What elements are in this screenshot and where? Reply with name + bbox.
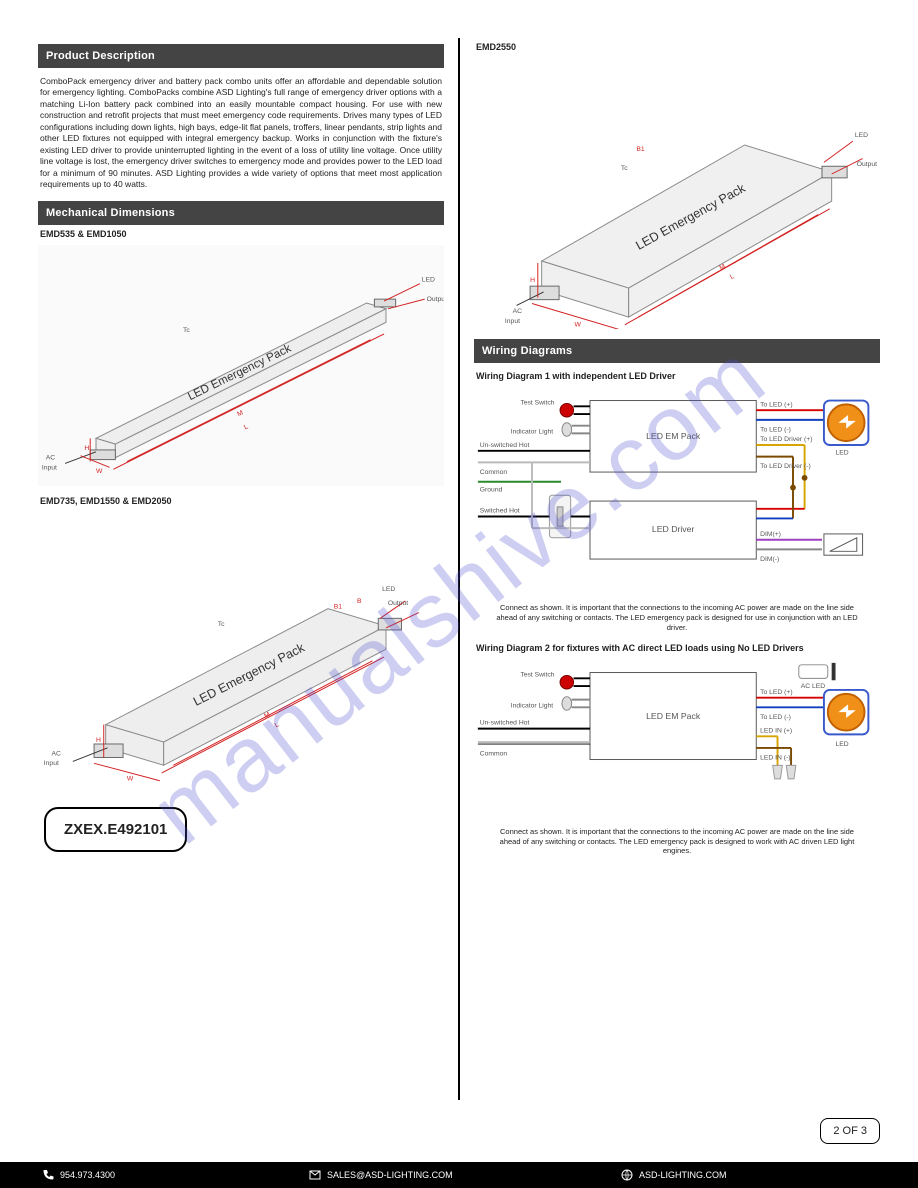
svg-text:W: W bbox=[575, 322, 582, 329]
footer-phone: 954.973.4300 bbox=[60, 1170, 115, 1180]
svg-text:LED: LED bbox=[382, 587, 395, 594]
section-bar-description: Product Description bbox=[38, 44, 444, 68]
svg-text:LED: LED bbox=[422, 276, 435, 283]
svg-text:H: H bbox=[84, 445, 89, 452]
svg-text:Output: Output bbox=[857, 161, 877, 168]
svg-text:Test Switch: Test Switch bbox=[520, 671, 554, 678]
svg-text:Input: Input bbox=[42, 464, 57, 471]
svg-text:Tc: Tc bbox=[218, 621, 225, 628]
svg-text:Output: Output bbox=[427, 296, 444, 303]
footer-bar: 954.973.4300 SALES@ASD-LIGHTING.COM ASD-… bbox=[0, 1162, 918, 1188]
left-column: Product Description ComboPack emergency … bbox=[38, 38, 460, 1100]
svg-text:H: H bbox=[530, 277, 535, 284]
wd1-title: Wiring Diagram 1 with independent LED Dr… bbox=[476, 371, 880, 381]
dim3-title: EMD2550 bbox=[476, 42, 880, 52]
svg-text:Switched Hot: Switched Hot bbox=[480, 507, 520, 514]
svg-text:To LED Driver (-): To LED Driver (-) bbox=[760, 463, 811, 470]
dim3-diagram: LED Emergency Pack LED Output ACInput Tc… bbox=[474, 58, 880, 329]
dim1-title: EMD535 & EMD1050 bbox=[40, 229, 444, 239]
svg-text:LED Driver: LED Driver bbox=[652, 524, 695, 534]
svg-text:LED: LED bbox=[836, 741, 849, 748]
footer-web: ASD-LIGHTING.COM bbox=[639, 1170, 727, 1180]
svg-text:DIM(+): DIM(+) bbox=[760, 531, 781, 538]
footer-email: SALES@ASD-LIGHTING.COM bbox=[327, 1170, 453, 1180]
dim2-title: EMD735, EMD1550 & EMD2050 bbox=[40, 496, 444, 506]
globe-icon bbox=[621, 1169, 633, 1181]
svg-text:Un-switched Hot: Un-switched Hot bbox=[480, 719, 530, 726]
mail-icon bbox=[309, 1169, 321, 1181]
dim2-diagram: LED Emergency Pack LED Output ACInput Tc… bbox=[38, 512, 444, 783]
svg-text:To LED (+): To LED (+) bbox=[760, 401, 792, 408]
svg-text:B1: B1 bbox=[636, 146, 645, 153]
svg-text:Ground: Ground bbox=[480, 486, 503, 493]
svg-text:To LED (-): To LED (-) bbox=[760, 426, 791, 433]
svg-text:Tc: Tc bbox=[621, 165, 628, 172]
svg-text:LED IN (-): LED IN (-) bbox=[760, 754, 790, 761]
svg-text:Indicator Light: Indicator Light bbox=[511, 428, 554, 435]
svg-text:Tc: Tc bbox=[183, 327, 190, 334]
svg-text:LED EM Pack: LED EM Pack bbox=[646, 431, 701, 441]
svg-text:W: W bbox=[127, 776, 134, 783]
svg-text:H: H bbox=[96, 737, 101, 744]
wd1-diagram: LED EM Pack LED Driver Test Switch Indic… bbox=[474, 387, 880, 633]
svg-text:AC: AC bbox=[52, 751, 62, 758]
description-paragraph: ComboPack emergency driver and battery p… bbox=[40, 76, 442, 191]
wd1-caption: Connect as shown. It is important that t… bbox=[490, 603, 864, 632]
svg-text:W: W bbox=[96, 468, 103, 475]
svg-text:AC LED: AC LED bbox=[801, 683, 826, 690]
wd2-title: Wiring Diagram 2 for fixtures with AC di… bbox=[476, 643, 880, 653]
svg-text:B: B bbox=[357, 598, 362, 605]
svg-text:LED: LED bbox=[836, 449, 849, 456]
svg-text:Input: Input bbox=[505, 318, 520, 325]
svg-text:Indicator Light: Indicator Light bbox=[511, 702, 554, 709]
section-bar-wiring: Wiring Diagrams bbox=[474, 339, 880, 363]
svg-text:LED: LED bbox=[855, 132, 868, 139]
conc-number-box: ZXEX.E492101 bbox=[44, 807, 187, 852]
wd2-diagram: LED EM Pack Test Switch Indicator Light … bbox=[474, 659, 880, 857]
svg-text:LED IN (+): LED IN (+) bbox=[760, 727, 792, 734]
svg-text:Output: Output bbox=[388, 600, 408, 607]
wd2-caption: Connect as shown. It is important that t… bbox=[490, 827, 864, 856]
svg-text:Common: Common bbox=[480, 750, 508, 757]
svg-text:Common: Common bbox=[480, 469, 508, 476]
phone-icon bbox=[42, 1169, 54, 1181]
svg-text:AC: AC bbox=[513, 308, 523, 315]
dim1-diagram: LED Emergency Pack LED Output AC Input T… bbox=[38, 245, 444, 487]
svg-text:AC: AC bbox=[46, 454, 56, 461]
svg-text:LED EM Pack: LED EM Pack bbox=[646, 710, 701, 720]
right-column: EMD2550 LED Emergency Pack LED Output AC… bbox=[460, 38, 880, 1100]
svg-text:To LED (+): To LED (+) bbox=[760, 688, 792, 695]
svg-text:B1: B1 bbox=[334, 604, 343, 611]
svg-text:Un-switched Hot: Un-switched Hot bbox=[480, 442, 530, 449]
svg-text:To LED (-): To LED (-) bbox=[760, 713, 791, 720]
section-bar-dimensions: Mechanical Dimensions bbox=[38, 201, 444, 225]
svg-text:Input: Input bbox=[44, 761, 59, 768]
svg-text:DIM(-): DIM(-) bbox=[760, 556, 779, 563]
page-number: 2 OF 3 bbox=[820, 1118, 880, 1144]
svg-text:Test Switch: Test Switch bbox=[520, 399, 554, 406]
svg-text:To LED Driver (+): To LED Driver (+) bbox=[760, 436, 812, 443]
